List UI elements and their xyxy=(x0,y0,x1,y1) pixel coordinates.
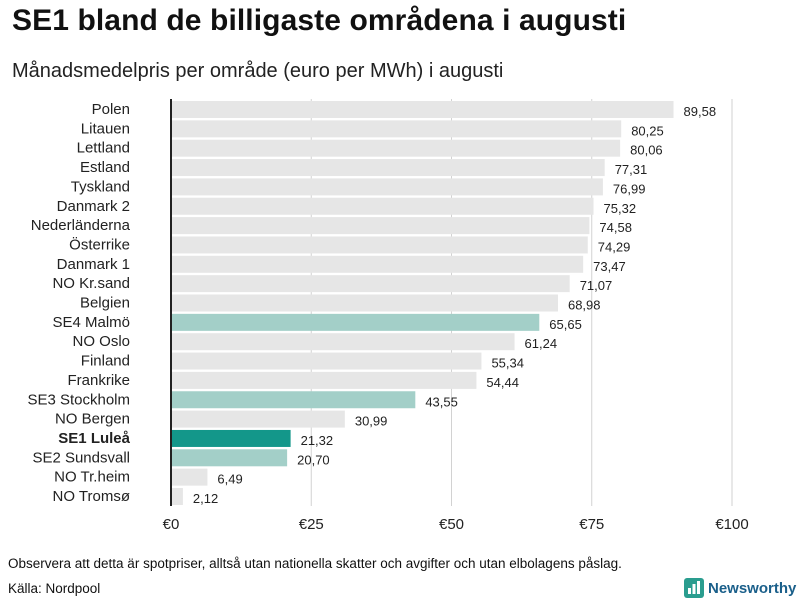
x-tick-label: €0 xyxy=(163,516,180,533)
category-label: Tyskland xyxy=(71,178,130,195)
category-label: SE4 Malmö xyxy=(52,314,130,331)
value-label: 76,99 xyxy=(613,181,646,196)
bar xyxy=(171,120,622,138)
value-label: 71,07 xyxy=(580,278,613,293)
bar xyxy=(171,449,288,467)
value-label: 2,12 xyxy=(193,491,218,506)
footnote: Observera att detta är spotpriser, allts… xyxy=(8,556,622,571)
bar xyxy=(171,313,540,331)
bar xyxy=(171,391,416,409)
value-label: 89,58 xyxy=(684,104,717,119)
value-label: 74,58 xyxy=(599,220,632,235)
bar xyxy=(171,429,291,447)
bar xyxy=(171,178,603,196)
value-label: 20,70 xyxy=(297,452,330,467)
value-label: 43,55 xyxy=(425,394,458,409)
brand-logo: Newsworthy xyxy=(684,578,796,598)
category-label: Litauen xyxy=(81,120,130,137)
x-tick-label: €25 xyxy=(299,516,324,533)
category-label: NO Tr.heim xyxy=(54,469,130,486)
value-label: 21,32 xyxy=(301,433,334,448)
value-label: 75,32 xyxy=(604,201,637,216)
bar xyxy=(171,197,594,215)
category-label: Danmark 1 xyxy=(57,256,130,273)
bar xyxy=(171,410,345,428)
category-label: Österrike xyxy=(69,235,130,253)
category-label: SE3 Stockholm xyxy=(27,391,130,408)
value-label: 68,98 xyxy=(568,298,601,313)
value-label: 6,49 xyxy=(217,472,242,487)
value-label: 74,29 xyxy=(598,239,631,254)
category-label: Nederländerna xyxy=(31,217,131,234)
source-note: Källa: Nordpool xyxy=(8,581,101,596)
bar xyxy=(171,468,208,486)
value-label: 61,24 xyxy=(525,336,558,351)
value-label: 73,47 xyxy=(593,259,626,274)
category-label: NO Tromsø xyxy=(53,488,131,505)
category-label: SE1 Luleå xyxy=(58,430,130,447)
chart-subtitle: Månadsmedelpris per område (euro per MWh… xyxy=(12,60,504,82)
bar xyxy=(171,217,590,235)
bar-chart: €0 €25 €50 €75 €100 Polen 89,58 Litauen 80,25 Let… xyxy=(27,99,749,533)
newsworthy-logo-icon xyxy=(684,578,704,598)
category-label: Polen xyxy=(92,101,130,118)
category-label: Danmark 2 xyxy=(57,198,130,215)
category-label: NO Oslo xyxy=(72,333,130,350)
value-label: 65,65 xyxy=(549,317,582,332)
x-tick-label: €50 xyxy=(439,516,464,533)
bar xyxy=(171,333,515,351)
bar xyxy=(171,275,570,293)
category-label: NO Bergen xyxy=(55,411,130,428)
category-label: Belgien xyxy=(80,295,130,312)
category-label: Estland xyxy=(80,159,130,176)
bar xyxy=(171,236,588,254)
bar xyxy=(171,488,183,505)
bar xyxy=(171,101,674,118)
bar xyxy=(171,255,584,273)
chart-title: SE1 bland de billigaste områdena i augus… xyxy=(12,4,627,37)
category-label: Lettland xyxy=(77,140,130,157)
value-label: 54,44 xyxy=(486,375,519,390)
category-label: Frankrike xyxy=(67,372,130,389)
brand-name: Newsworthy xyxy=(708,579,797,597)
bar xyxy=(171,139,621,157)
value-label: 30,99 xyxy=(355,414,388,429)
x-tick-label: €100 xyxy=(715,516,748,533)
bar xyxy=(171,294,558,312)
bar xyxy=(171,352,482,370)
category-label: Finland xyxy=(81,353,130,370)
bar xyxy=(171,371,477,389)
x-tick-label: €75 xyxy=(579,516,604,533)
bar xyxy=(171,159,605,177)
value-label: 77,31 xyxy=(615,162,648,177)
category-label: NO Kr.sand xyxy=(52,275,130,292)
value-label: 55,34 xyxy=(491,356,524,371)
category-label: SE2 Sundsvall xyxy=(32,449,130,466)
value-label: 80,06 xyxy=(630,143,663,158)
value-label: 80,25 xyxy=(631,123,664,138)
